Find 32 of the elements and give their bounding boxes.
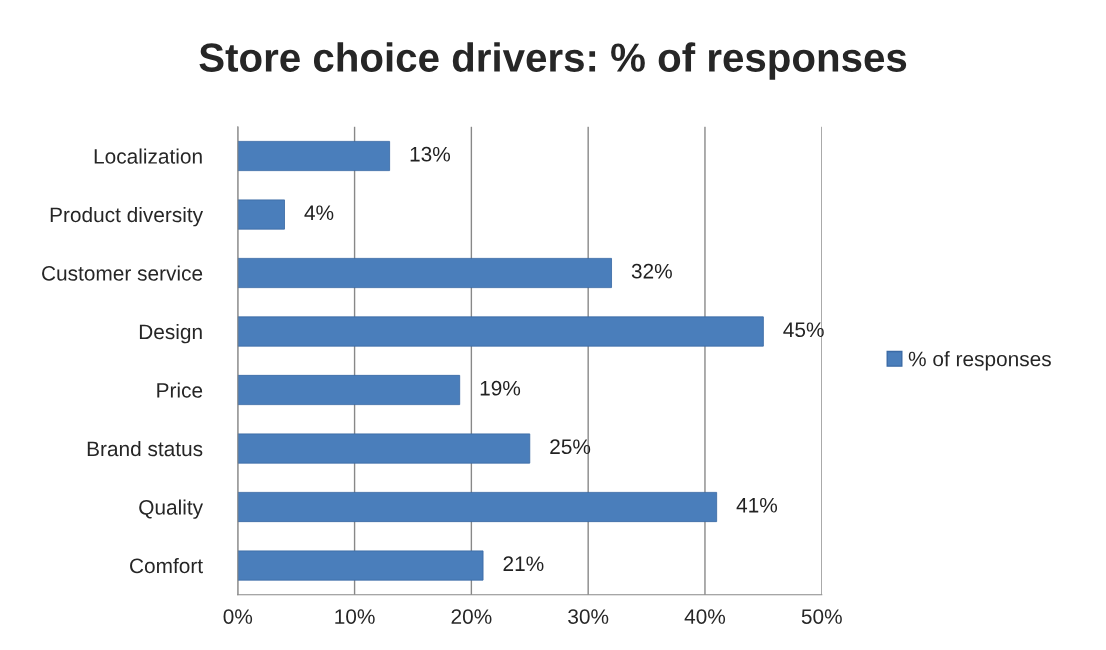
x-tick-label: 0% bbox=[223, 609, 253, 624]
x-tick-label: 10% bbox=[335, 609, 375, 624]
data-label: 4% bbox=[304, 205, 334, 221]
data-label: 41% bbox=[736, 497, 778, 513]
data-label: 21% bbox=[503, 556, 544, 572]
data-label: 13% bbox=[410, 146, 451, 162]
chart-title: Store choice drivers: % of responses bbox=[199, 42, 907, 80]
bar bbox=[237, 374, 461, 406]
x-tick-label: 50% bbox=[801, 609, 842, 624]
data-label: 19% bbox=[480, 380, 521, 396]
y-tick-label: Price bbox=[157, 382, 203, 398]
y-tick-label: Brand status bbox=[87, 440, 203, 457]
y-tick-label: Customer service bbox=[42, 265, 203, 281]
legend-label: % of responses bbox=[908, 351, 1051, 371]
bar bbox=[237, 316, 764, 347]
y-tick-label: Localization bbox=[94, 148, 202, 164]
y-tick-label: Comfort bbox=[130, 557, 203, 574]
x-tick-label: 30% bbox=[568, 609, 609, 624]
y-tick-label: Product diversity bbox=[50, 206, 204, 227]
data-label: 25% bbox=[550, 439, 591, 455]
x-tick-label: 20% bbox=[451, 609, 492, 624]
x-tick-label: 40% bbox=[684, 609, 726, 624]
bar bbox=[237, 550, 484, 581]
bar bbox=[237, 491, 718, 523]
bar bbox=[237, 433, 531, 464]
bar bbox=[237, 257, 612, 289]
y-tick-label: Quality bbox=[139, 499, 204, 519]
data-label: 45% bbox=[783, 322, 824, 338]
data-label: 32% bbox=[631, 263, 672, 279]
bar bbox=[237, 199, 285, 230]
y-tick-label: Design bbox=[139, 323, 202, 344]
bar bbox=[237, 140, 391, 172]
